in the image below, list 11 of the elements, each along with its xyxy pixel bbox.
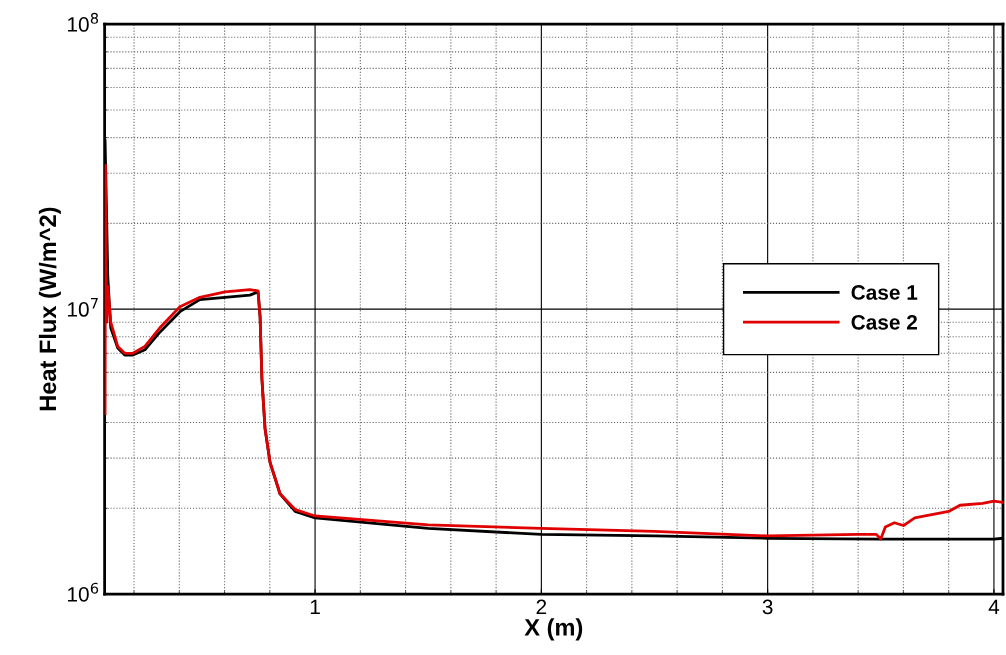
x-tick-label: 1 — [310, 599, 320, 615]
x-axis-title: X (m) — [524, 618, 583, 641]
legend-label: Case 1 — [851, 285, 918, 300]
legend-label: Case 2 — [851, 314, 917, 330]
x-tick-label: 4 — [988, 599, 1000, 615]
x-tick-label: 2 — [536, 599, 547, 615]
x-tick-label: 3 — [762, 599, 773, 615]
y-tick-label: 10$^{6}$ — [68, 582, 99, 602]
y-axis-title: Heat Flux (W/m^2) — [38, 207, 61, 411]
y-tick-label: 10$^{7}$ — [68, 297, 98, 317]
y-tick-label: 10$^{8}$ — [68, 12, 99, 32]
